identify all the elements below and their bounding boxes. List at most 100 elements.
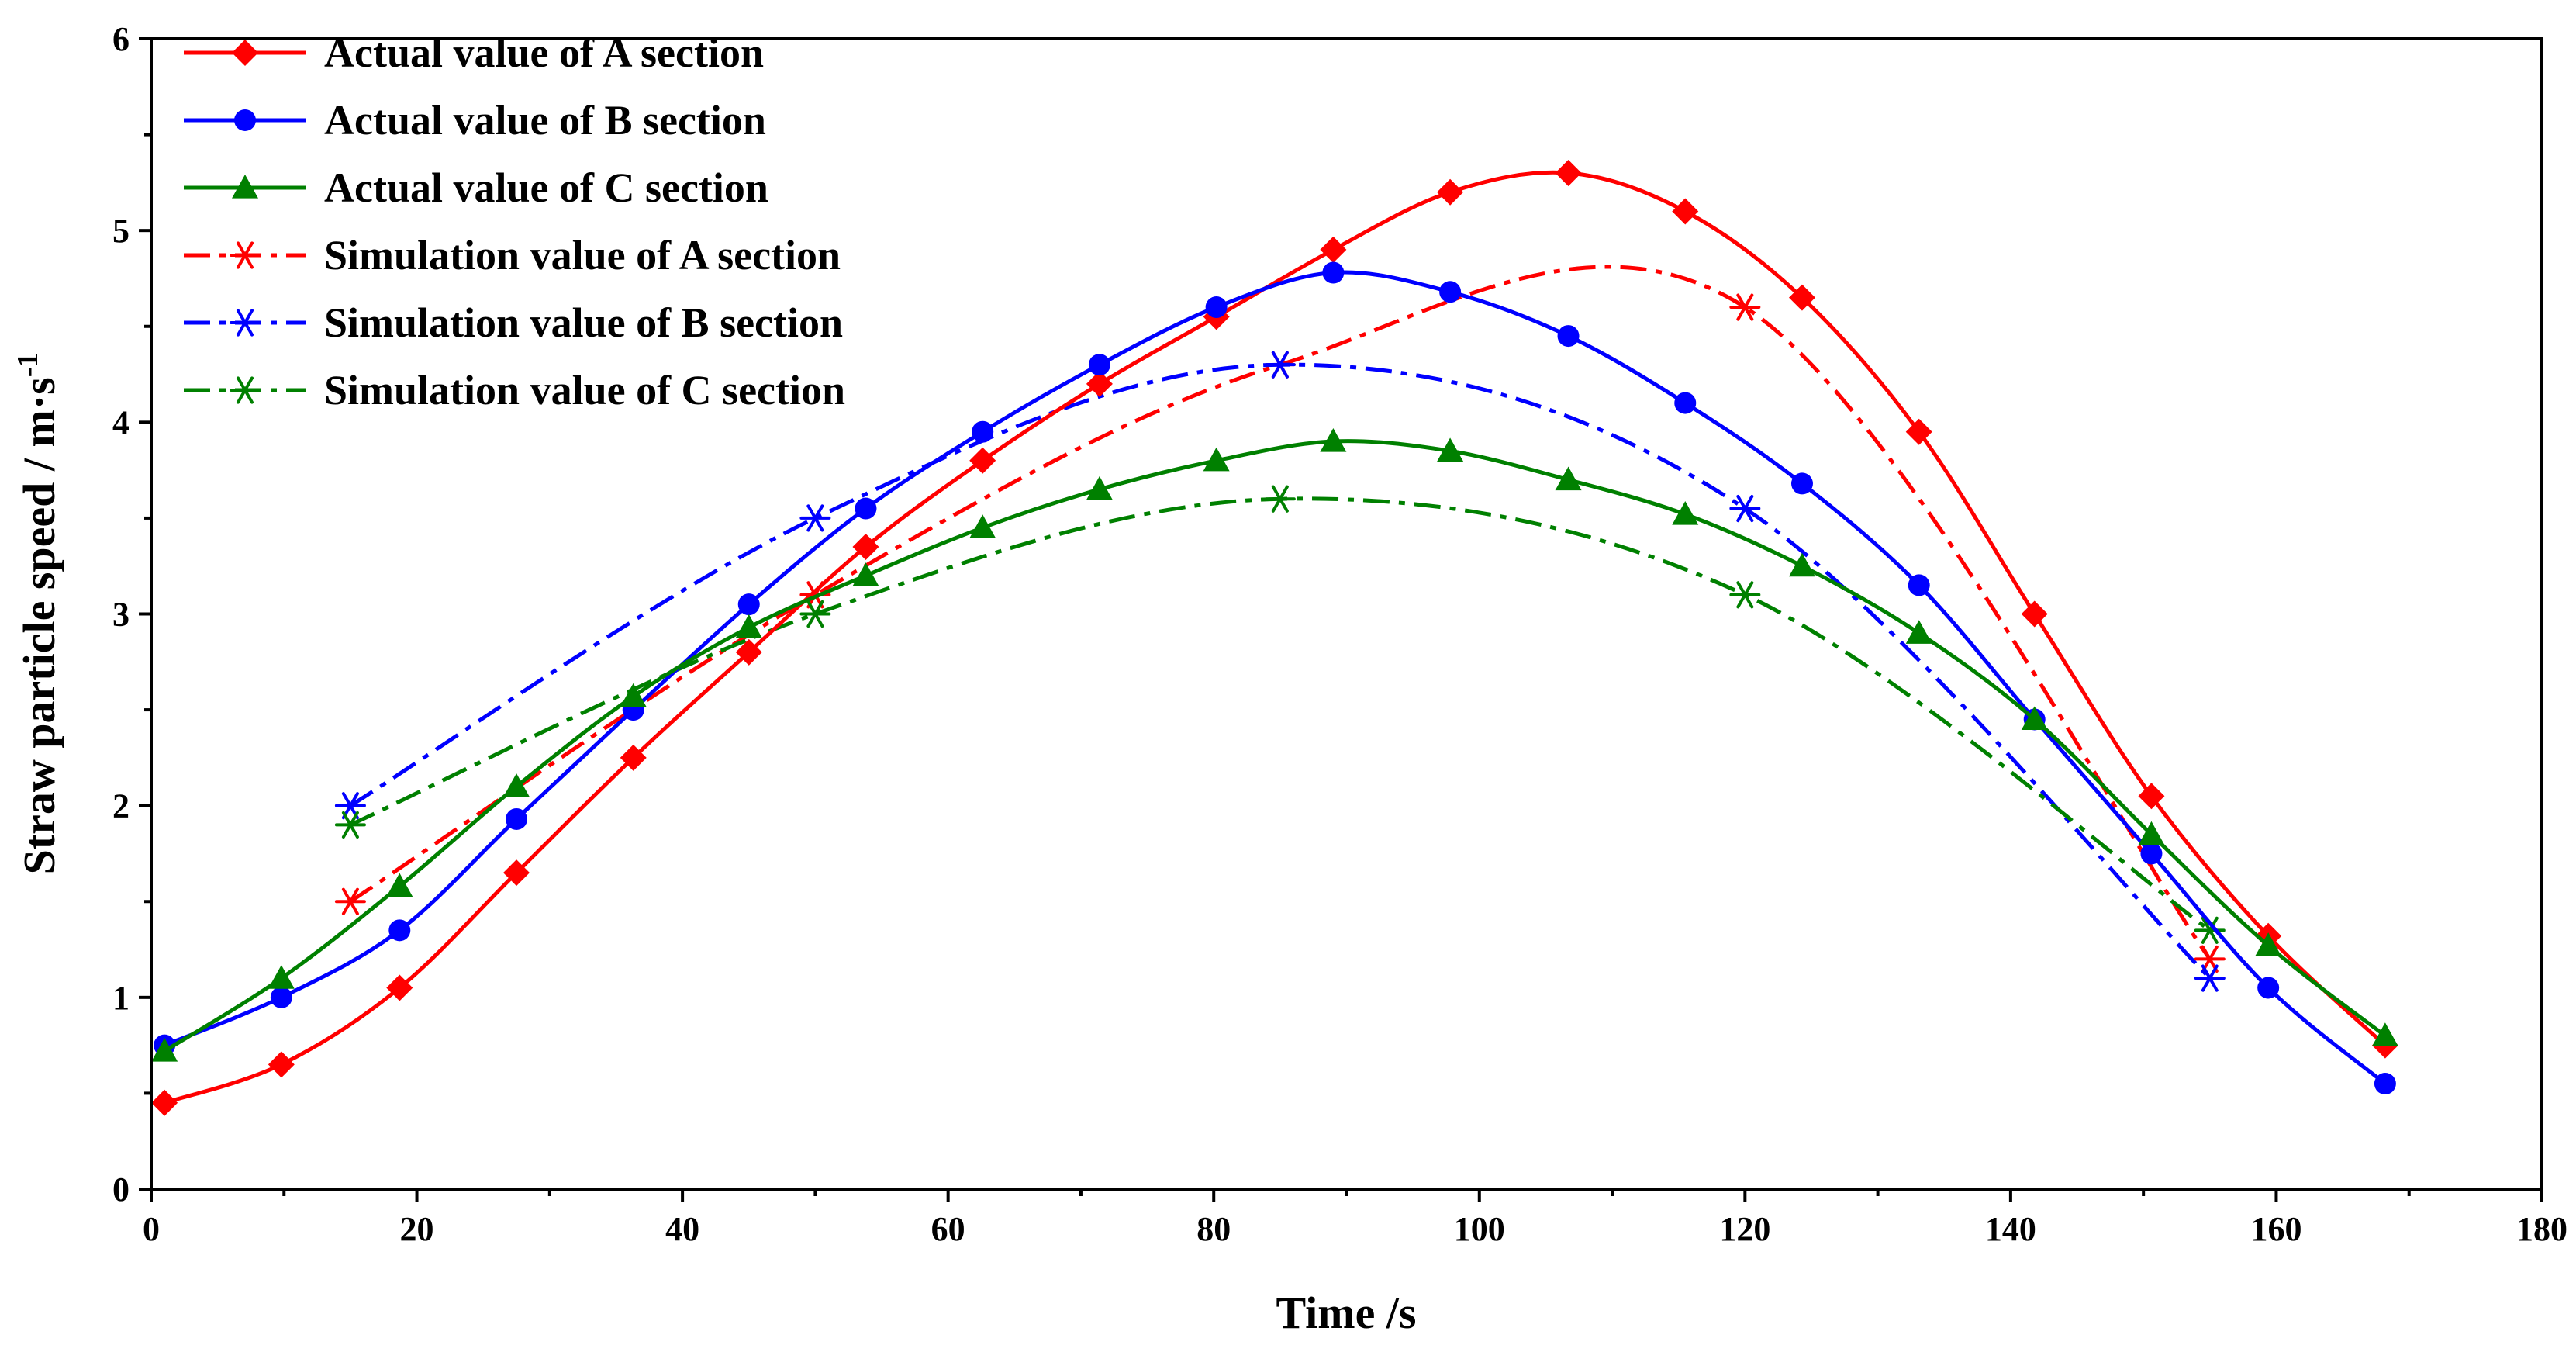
y-axis: 0 1 2 3 4 5 6 [112, 20, 151, 1209]
data-point [1555, 466, 1582, 491]
data-point [620, 683, 647, 707]
legend-label: Actual value of A section [324, 29, 764, 76]
data-point [799, 600, 831, 628]
data-point [1908, 574, 1930, 596]
data-point [1088, 354, 1110, 376]
data-point [1729, 293, 1761, 321]
data-point [1086, 475, 1113, 500]
data-point [2021, 600, 2048, 628]
data-point [852, 562, 879, 586]
data-point [334, 811, 366, 839]
data-point [2371, 1022, 2398, 1046]
data-point [506, 807, 528, 830]
y-tick-label: 3 [112, 596, 129, 634]
data-point [151, 1038, 178, 1062]
data-point [972, 420, 994, 443]
data-point [2194, 964, 2226, 992]
y-tick-label: 4 [112, 403, 129, 441]
y-tick-label: 2 [112, 787, 129, 825]
data-point [969, 447, 996, 474]
legend-marker [232, 40, 258, 66]
data-point [2138, 821, 2165, 845]
legend-item: Simulation value of A section [184, 232, 841, 278]
legend: Actual value of A section Actual value of… [184, 29, 845, 413]
data-point [1322, 261, 1345, 284]
data-point [2194, 916, 2226, 944]
data-point [386, 873, 413, 897]
data-point [2021, 706, 2048, 731]
data-point [1203, 447, 1230, 472]
data-point [2257, 977, 2280, 999]
data-point [1264, 351, 1296, 379]
plot-area [151, 39, 2542, 1189]
x-tick-label: 100 [1454, 1210, 1505, 1248]
data-point [1905, 418, 1932, 445]
legend-item: Actual value of C section [184, 164, 768, 211]
data-point [1557, 325, 1580, 348]
data-point [1086, 370, 1113, 397]
y-tick-label: 1 [112, 979, 129, 1017]
data-point [1264, 485, 1296, 513]
data-point [1320, 428, 1347, 452]
legend-label: Actual value of B section [324, 97, 766, 143]
legend-item: Simulation value of C section [184, 367, 845, 413]
data-point [735, 614, 762, 638]
y-tick-label: 0 [112, 1170, 129, 1209]
legend-marker [230, 241, 261, 269]
legend-marker [234, 109, 256, 131]
data-point [1205, 296, 1228, 319]
data-point [268, 965, 295, 989]
data-point [268, 1051, 295, 1078]
data-point [151, 1089, 178, 1116]
data-point [1788, 284, 1815, 311]
data-point [737, 593, 760, 616]
x-tick-label: 0 [143, 1210, 160, 1248]
y-tick-label: 6 [112, 20, 129, 58]
data-point [1672, 198, 1699, 225]
legend-item: Simulation value of B section [184, 299, 843, 346]
legend-marker [230, 376, 261, 404]
data-point [620, 744, 647, 771]
x-axis-title: Time /s [1276, 1288, 1417, 1338]
data-point [2374, 1073, 2396, 1095]
data-point [2138, 783, 2165, 810]
x-tick-label: 60 [931, 1210, 965, 1248]
series-5 [334, 351, 2226, 992]
x-axis: 0 20 40 60 80 100 120 140 160 180 [143, 1189, 2567, 1248]
legend-label: Simulation value of C section [324, 367, 845, 413]
legend-label: Actual value of C section [324, 164, 768, 211]
legend-item: Actual value of A section [184, 29, 764, 76]
data-point [2255, 932, 2282, 956]
y-tick-label: 5 [112, 212, 129, 250]
data-point [386, 974, 413, 1001]
data-point [388, 919, 411, 942]
data-point [1729, 581, 1761, 609]
data-point [1674, 392, 1697, 414]
data-point [503, 773, 530, 797]
data-point [969, 514, 996, 538]
data-point [1905, 620, 1932, 644]
x-tick-label: 20 [400, 1210, 434, 1248]
data-point [1790, 472, 1813, 495]
x-tick-label: 120 [1719, 1210, 1770, 1248]
legend-marker [230, 309, 261, 337]
series-line [349, 265, 2212, 960]
data-point [855, 497, 877, 520]
series-layer [151, 160, 2398, 1116]
y-axis-title: Straw particle speed / m·s-1 [12, 353, 64, 875]
legend-label: Simulation value of B section [324, 299, 843, 346]
data-point [1437, 178, 1464, 206]
x-tick-label: 80 [1196, 1210, 1231, 1248]
legend-item: Actual value of B section [184, 97, 766, 143]
data-point [1439, 281, 1462, 303]
data-point [1729, 494, 1761, 523]
data-point [1788, 552, 1815, 577]
y-axis-title-main: Straw particle speed / m·s [14, 377, 64, 874]
data-point [334, 887, 366, 915]
x-tick-label: 160 [2250, 1210, 2301, 1248]
data-point [735, 638, 762, 666]
data-point [503, 859, 530, 887]
data-point [1320, 236, 1347, 263]
